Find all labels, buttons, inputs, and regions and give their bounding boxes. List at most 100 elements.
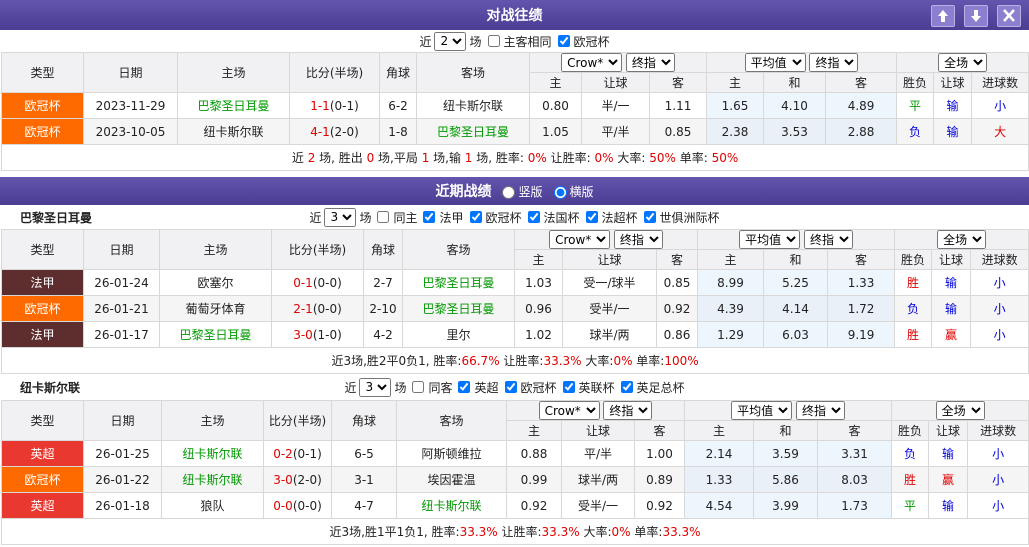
summary-part: 单率:	[632, 354, 665, 368]
euro-odds: 1.33	[827, 269, 896, 296]
dropdown[interactable]: 全场	[938, 53, 988, 72]
column-header: 类型	[1, 52, 84, 93]
home-team: 巴黎圣日耳曼	[177, 92, 290, 119]
filter-option: 英超	[474, 380, 499, 395]
handicap-odds: 0.85	[648, 118, 708, 145]
h2h-table-wrap: 类型 日期 主场 比分(半场) 角球 客场 Crow* 终指 平均值 终指 全场主让球客主和客胜…	[0, 52, 1029, 171]
column-header: 日期	[83, 400, 162, 441]
filter-checkbox[interactable]	[585, 211, 598, 223]
team-row: 巴黎圣日耳曼 近 3 场 同主 法甲 欧冠杯 法国杯 法超杯 世俱洲际杯	[0, 205, 1029, 229]
dropdown[interactable]: 2	[434, 31, 467, 51]
filter-checkbox[interactable]	[527, 211, 540, 223]
sub-header: 胜负	[896, 72, 935, 93]
dropdown[interactable]: 平均值	[739, 230, 801, 249]
summary-part: 大率:	[579, 525, 612, 539]
filter-checkbox[interactable]	[562, 381, 575, 393]
filter-option: 英联杯	[578, 380, 615, 395]
column-header: 角球	[379, 52, 417, 93]
filter-checkbox[interactable]	[458, 381, 471, 393]
full-score: 2-1	[293, 301, 313, 316]
move-up-button[interactable]	[931, 5, 955, 27]
handicap-odds: 0.85	[655, 269, 699, 296]
corners: 6-2	[379, 92, 417, 119]
dropdown[interactable]: 终指	[803, 230, 853, 249]
result: 负	[894, 295, 933, 322]
filter-option: 欧冠杯	[520, 380, 557, 395]
filter-checkbox[interactable]	[423, 211, 436, 223]
filter-option: 法国杯	[543, 210, 580, 225]
league-type: 英超	[1, 440, 84, 467]
filter-checkbox[interactable]	[412, 381, 425, 393]
recent-title: 近期战绩	[435, 184, 492, 200]
view-option[interactable]: 横版	[549, 183, 594, 200]
column-header: 角球	[331, 400, 397, 441]
euro-odds: 5.86	[753, 466, 819, 493]
handicap-result: 赢	[928, 466, 969, 493]
dropdown[interactable]: 终指	[625, 53, 675, 72]
handicap-result: 输	[928, 440, 969, 467]
header-buttons	[931, 5, 1021, 27]
handicap-odds: 0.86	[655, 321, 699, 348]
euro-odds: 1.73	[817, 492, 893, 519]
filter-text: 近	[344, 380, 357, 395]
handicap-odds: 1.02	[514, 321, 563, 348]
handicap-result: 输	[933, 92, 973, 119]
euro-odds: 1.72	[827, 295, 896, 322]
filter-checkbox[interactable]	[469, 211, 482, 223]
dropdown[interactable]: 全场	[935, 401, 985, 420]
filter-option: 主客相同	[503, 34, 552, 49]
dropdown[interactable]: 3	[359, 377, 392, 397]
filter-checkbox[interactable]	[487, 35, 500, 47]
result: 平	[896, 92, 935, 119]
summary-part: 0%	[594, 151, 614, 165]
score: 3-0(1-0)	[271, 321, 364, 348]
euro-header: 平均值 终指	[706, 52, 898, 73]
view-radio[interactable]	[502, 186, 516, 199]
move-down-button[interactable]	[964, 5, 988, 27]
dropdown[interactable]: 3	[324, 207, 357, 227]
dropdown[interactable]: 终指	[613, 230, 663, 249]
dropdown[interactable]: 终指	[795, 401, 845, 420]
dropdown[interactable]: Crow*	[561, 53, 623, 72]
match-table: 类型 日期 主场 比分(半场) 角球 客场 Crow* 终指 平均值 终指 全场主让球客主和客胜…	[0, 52, 1029, 171]
handicap-odds: 0.99	[506, 466, 562, 493]
dropdown[interactable]: 平均值	[731, 401, 793, 420]
filter-checkbox[interactable]	[620, 381, 633, 393]
corners: 2-10	[363, 295, 403, 322]
away-team: 巴黎圣日耳曼	[402, 295, 515, 322]
dropdown[interactable]: 全场	[937, 230, 987, 249]
half-score: (1-0)	[312, 327, 342, 342]
summary-part: 33.3%	[543, 354, 582, 368]
dropdown[interactable]: 平均值	[744, 53, 806, 72]
sub-header: 和	[763, 249, 829, 270]
result-header: 全场	[891, 400, 1029, 421]
filter-checkbox[interactable]	[377, 211, 390, 223]
summary-part: 单率:	[675, 151, 712, 165]
score: 0-1(0-0)	[271, 269, 364, 296]
full-score: 3-0	[273, 472, 293, 487]
team-table-wrap: 类型 日期 主场 比分(半场) 角球 客场 Crow* 终指 平均值 终指 全场主让球客主和客胜…	[0, 400, 1029, 545]
column-header: 比分(半场)	[271, 229, 364, 270]
dropdown[interactable]: Crow*	[549, 230, 611, 249]
handicap-odds: 1.11	[648, 92, 708, 119]
filter-checkbox[interactable]	[504, 381, 517, 393]
view-option[interactable]: 竖版	[497, 183, 543, 200]
filter-option: 同主	[393, 210, 418, 225]
summary-row: 近 2 场, 胜出 0 场,平局 1 场,输 1 场, 胜率: 0% 让胜率: …	[0, 144, 1029, 171]
dropdown[interactable]: 终指	[603, 401, 653, 420]
result-header: 全场	[896, 52, 1029, 73]
view-radio[interactable]	[553, 186, 567, 199]
summary-part: 50%	[649, 151, 676, 165]
filter-checkbox[interactable]	[643, 211, 656, 223]
handicap-odds: 平/半	[581, 118, 650, 145]
handicap-odds: 0.92	[633, 492, 686, 519]
euro-odds: 4.14	[763, 295, 829, 322]
sub-header: 进球数	[971, 72, 1029, 93]
dropdown[interactable]: 终指	[809, 53, 859, 72]
filter-option: 法甲	[439, 210, 464, 225]
close-button[interactable]	[997, 5, 1021, 27]
match-row: 法甲 26-01-17 巴黎圣日耳曼 3-0(1-0) 4-2 里尔 1.02 球半/两 0.8…	[1, 321, 1029, 348]
dropdown[interactable]: Crow*	[538, 401, 600, 420]
score: 3-0(2-0)	[263, 466, 332, 493]
filter-checkbox[interactable]	[557, 35, 570, 47]
